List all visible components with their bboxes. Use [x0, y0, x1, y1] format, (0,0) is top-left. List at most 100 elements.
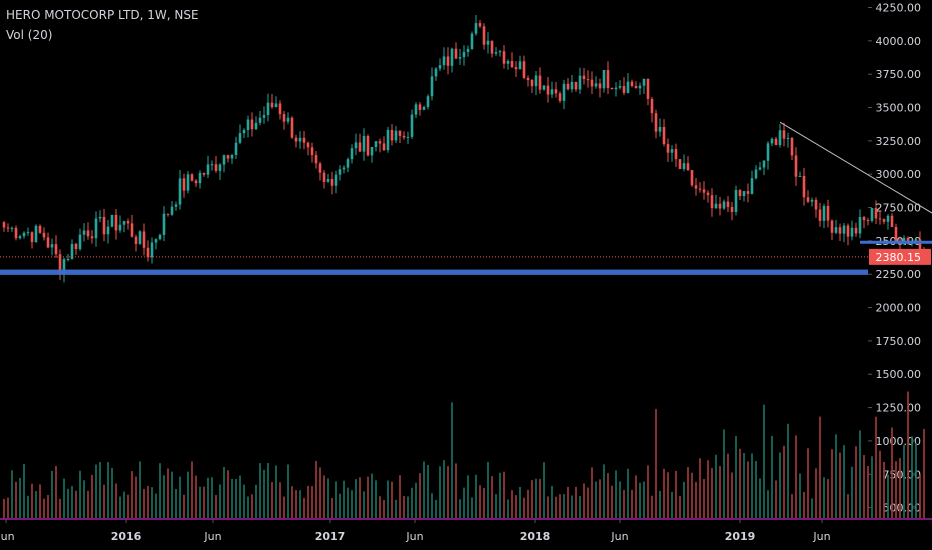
candle-body	[382, 143, 386, 151]
candle-body	[698, 188, 702, 190]
volume-bar	[19, 477, 21, 518]
candle-body	[214, 164, 218, 171]
volume-bar	[711, 467, 713, 518]
candle-body	[814, 199, 818, 210]
candle	[370, 146, 374, 163]
volume-bar	[611, 485, 613, 518]
candle-body	[394, 130, 398, 141]
volume-bar	[251, 494, 253, 518]
candle-body	[226, 155, 230, 159]
candle	[570, 74, 574, 93]
candle-body	[650, 98, 654, 114]
candle	[130, 214, 134, 238]
candle	[258, 110, 262, 126]
volume-bar	[203, 486, 205, 518]
y-tick-4250.00: 4250.00	[868, 2, 921, 15]
volume-bar	[135, 476, 137, 518]
candle-body	[582, 75, 586, 80]
candle	[838, 223, 842, 242]
candle	[30, 231, 34, 249]
volume-bar	[167, 468, 169, 518]
candle	[450, 47, 454, 73]
candle-body	[274, 103, 278, 108]
volume-bar	[27, 495, 29, 518]
x-tick-2018: 2018	[520, 519, 550, 543]
candle	[446, 47, 450, 75]
candle	[718, 196, 722, 216]
candle-body	[90, 236, 94, 239]
candle	[530, 78, 534, 94]
candle-body	[770, 138, 774, 144]
volume-bar	[191, 461, 193, 518]
candle	[502, 45, 506, 69]
volume-bar	[883, 461, 885, 518]
volume-bar	[111, 467, 113, 518]
x-tick-Jun: Jun	[203, 519, 222, 543]
candle-body	[622, 86, 626, 93]
candle	[70, 239, 74, 260]
candle	[294, 134, 298, 148]
candle-body	[838, 227, 842, 234]
candle-body	[174, 204, 178, 207]
candle-body	[378, 141, 382, 144]
candle-body	[778, 130, 782, 146]
candle	[598, 78, 602, 98]
candle-body	[758, 167, 762, 170]
volume-bar	[667, 472, 669, 518]
candle	[858, 209, 862, 239]
candle	[766, 141, 770, 170]
candle-body	[10, 227, 14, 229]
volume-bar	[739, 448, 741, 518]
volume-bar	[803, 491, 805, 518]
volume-bar	[899, 458, 901, 518]
volume-bar	[895, 461, 897, 518]
candle-body	[246, 119, 250, 130]
candle	[514, 61, 518, 77]
volume-bar	[235, 478, 237, 518]
volume-bar	[571, 495, 573, 518]
candle-body	[710, 195, 714, 209]
candle-body	[34, 225, 38, 243]
candle-body	[154, 239, 158, 243]
candle	[510, 52, 514, 68]
candle	[790, 136, 794, 160]
candle	[894, 223, 898, 243]
candle-body	[350, 148, 354, 160]
candle	[190, 173, 194, 182]
candle	[222, 154, 226, 173]
candle-body	[742, 191, 746, 197]
candle	[102, 208, 106, 242]
y-tick-label: 1250.00	[876, 402, 922, 415]
candle	[870, 207, 874, 223]
candle	[94, 211, 98, 247]
candle	[118, 215, 122, 233]
candle-body	[50, 244, 54, 248]
volume-bar	[639, 482, 641, 518]
candle	[706, 190, 710, 203]
candle	[146, 240, 150, 262]
candle	[274, 96, 278, 108]
candle	[710, 188, 714, 217]
volume-bar	[283, 496, 285, 518]
y-tick-2750.00: 2750.00	[868, 202, 921, 215]
candle-body	[46, 237, 50, 248]
candle	[582, 68, 586, 85]
candle-body	[498, 51, 502, 53]
candle-body	[514, 67, 518, 70]
candle	[506, 59, 510, 70]
candle	[306, 141, 310, 156]
candle-body	[506, 60, 510, 64]
candle-body	[198, 172, 202, 184]
candle-body	[746, 191, 750, 194]
candle-body	[618, 86, 622, 88]
candle	[14, 225, 18, 241]
candle-body	[850, 227, 854, 237]
candle	[50, 238, 54, 256]
candle	[246, 115, 250, 138]
x-tick-label: Jun	[0, 530, 15, 543]
volume-bar	[91, 474, 93, 518]
volume-bar	[451, 402, 453, 518]
x-tick-2016: 2016	[111, 519, 142, 543]
candle-body	[538, 75, 542, 90]
volume-bar	[23, 463, 25, 518]
